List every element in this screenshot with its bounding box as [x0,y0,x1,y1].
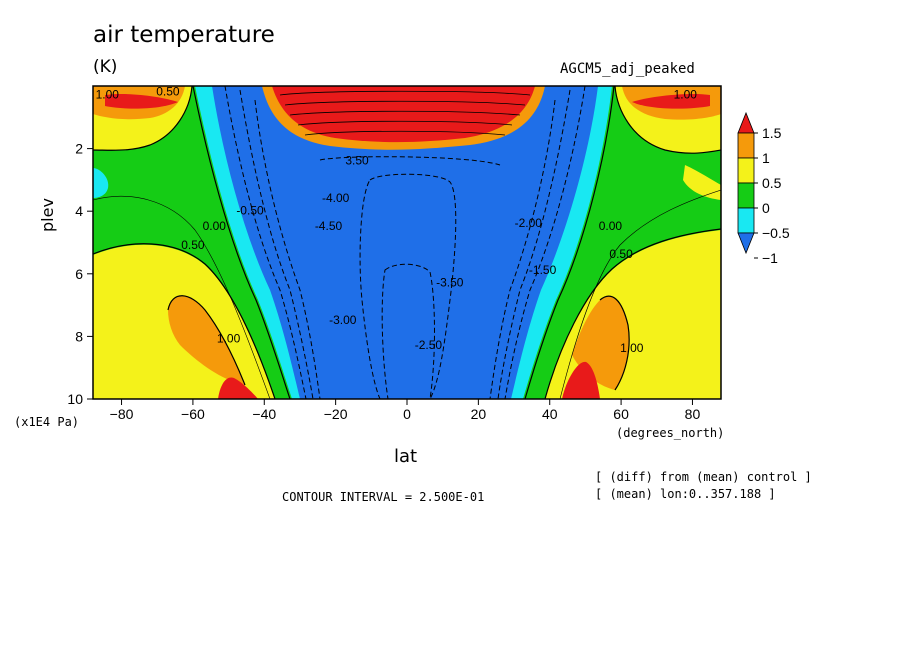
chart-title: air temperature [93,22,275,48]
x-tick-label: −40 [252,406,276,422]
contour-label: -3.00 [329,313,357,327]
filled-contours [93,86,721,399]
contour-labels: 1.00 0.50 1.00 3.50 -4.00 -4.50 0.00 0.50 -0.50 -… [96,84,698,355]
x-axis: −80 −60 −40 −20 0 20 40 60 80 [110,399,701,422]
contour-label: 0.50 [181,238,205,252]
contour-label: -0.50 [236,203,264,217]
colorbar-label: 0.5 [762,175,782,191]
y-tick-label: 8 [75,328,83,344]
x-tick-label: 20 [471,406,487,422]
contour-label: 0.50 [609,247,633,261]
colorbar-segment [737,207,755,234]
note-mean: [ (mean) lon:0..357.188 ] [595,487,776,501]
contour-interval: CONTOUR INTERVAL = 2.500E-01 [282,490,485,504]
y-axis: 2 4 6 8 10 [67,141,93,407]
x-tick-label: 40 [542,406,558,422]
y-axis-unit: (x1E4 Pa) [14,415,80,429]
contour-label: -4.50 [315,219,343,233]
contour-label: -1.50 [529,263,557,277]
contour-label: 1.00 [674,88,698,102]
contour-label: -2.00 [515,216,543,230]
contour-label: 1.00 [96,88,120,102]
x-tick-label: −60 [181,406,205,422]
x-axis-label: lat [394,446,418,467]
colorbar-segment [737,157,755,184]
x-tick-label: 0 [403,406,411,422]
colorbar-max-arrow [737,111,755,134]
note-diff: [ (diff) from (mean) control ] [595,470,812,484]
contour-label: 3.50 [345,153,369,167]
y-tick-label: 2 [75,141,83,157]
x-tick-label: 80 [685,406,701,422]
x-tick-label: −80 [110,406,134,422]
colorbar-segment [737,182,755,209]
colorbar-label: 1 [762,150,770,166]
chart-units: (K) [93,57,118,77]
y-tick-label: 6 [75,266,83,282]
colorbar-label: 0 [762,200,770,216]
colorbar-label: −1 [762,250,778,266]
contour-label: -3.50 [436,275,464,289]
colorbar-label: 1.5 [762,125,782,141]
contour-label: 0.00 [599,219,623,233]
contour-label: 0.50 [156,84,180,98]
y-tick-label: 4 [75,203,83,219]
x-axis-unit: (degrees_north) [616,426,725,440]
contour-label: -2.50 [415,338,443,352]
colorbar-label: −0.5 [762,225,790,241]
colorbar-segment [737,132,755,159]
colorbar-legend: 1.5 1 0.5 0 −0.5 −1 [737,111,790,266]
contour-label: -4.00 [322,191,350,205]
run-name: AGCM5_adj_peaked [560,61,695,77]
contour-label: 1.00 [217,332,241,346]
x-tick-label: 60 [613,406,629,422]
contour-label: 0.00 [203,219,227,233]
x-tick-label: −20 [324,406,348,422]
y-tick-label: 10 [67,391,83,407]
contour-label: 1.00 [620,341,644,355]
colorbar-min-arrow [737,232,755,255]
